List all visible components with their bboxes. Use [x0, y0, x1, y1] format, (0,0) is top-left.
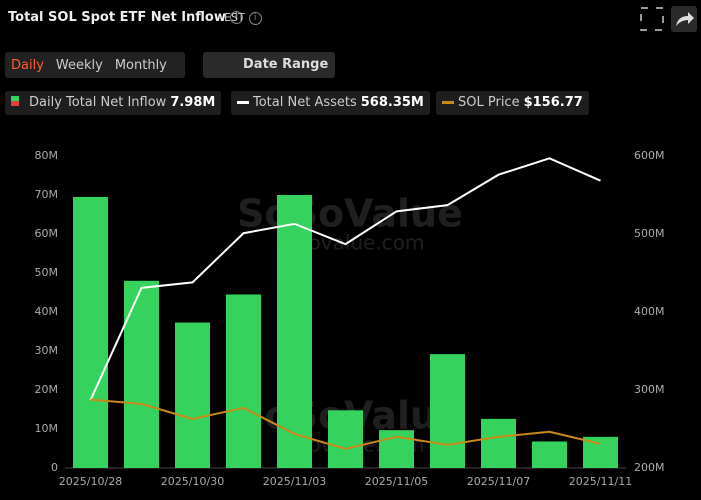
legend-item[interactable]: Daily Total Net Inflow 7.98M — [5, 91, 222, 115]
y2-tick-label: 300M — [634, 383, 665, 396]
y-tick-label: 40M — [35, 305, 59, 318]
x-tick-label: 2025/10/30 — [161, 475, 224, 488]
title: Total SOL Spot ETF Net Inflow i — [8, 10, 243, 25]
x-tick-label: 2025/11/07 — [467, 475, 530, 488]
bar — [532, 441, 567, 468]
y-tick-label: 50M — [35, 266, 59, 279]
bar — [124, 280, 159, 468]
bar — [481, 418, 516, 468]
tab[interactable]: Monthly — [114, 57, 167, 73]
y-tick-label: 70M — [35, 188, 59, 201]
y-tick-label: 30M — [35, 344, 59, 357]
timezone-text: EST — [224, 11, 245, 24]
legend-name: Total Net Assets — [253, 95, 357, 110]
x-tick-label: 2025/11/05 — [365, 475, 428, 488]
bar — [277, 195, 312, 468]
legend-swatch — [442, 101, 454, 104]
legend-value: $156.77 — [523, 95, 583, 110]
bar — [328, 410, 363, 468]
y2-tick-label: 200M — [634, 461, 665, 474]
x-tick-label: 2025/11/11 — [569, 475, 632, 488]
legend-name: Daily Total Net Inflow — [29, 95, 167, 110]
bar — [175, 322, 210, 468]
legend-name: SOL Price — [458, 95, 520, 110]
x-tick-label: 2025/11/03 — [263, 475, 326, 488]
title-text: Total SOL Spot ETF Net Inflow — [8, 10, 226, 25]
y2-tick-label: 400M — [634, 305, 665, 318]
bar — [430, 354, 465, 468]
line — [90, 398, 601, 450]
date-range-text: Date Range — [243, 57, 329, 72]
y-tick-label: 80M — [35, 149, 59, 162]
fullscreen-button[interactable] — [640, 7, 664, 31]
legend-item[interactable]: Total Net Assets 568.35M — [231, 91, 430, 115]
y-tick-label: 20M — [35, 383, 59, 396]
legend-value: 7.98M — [170, 95, 216, 110]
info-icon[interactable]: i — [248, 11, 262, 25]
share-icon — [676, 12, 694, 26]
y-tick-label: 0 — [51, 461, 58, 474]
x-tick-label: 2025/10/28 — [59, 475, 122, 488]
timezone[interactable]: EST i — [224, 11, 262, 25]
bar — [73, 196, 108, 468]
info-icon[interactable]: i — [229, 11, 243, 24]
period-tabs: Daily Weekly Monthly — [5, 52, 185, 78]
legend-value: 568.35M — [360, 95, 424, 110]
tab[interactable]: Daily — [11, 57, 44, 73]
y2-tick-label: 500M — [634, 227, 665, 240]
y-tick-label: 60M — [35, 227, 59, 240]
legend-item[interactable]: SOL Price $156.77 — [436, 91, 589, 115]
bar — [226, 294, 261, 468]
date-range-button[interactable]: Date Range — [203, 52, 335, 78]
tab[interactable]: Weekly — [55, 57, 103, 73]
y2-tick-label: 600M — [634, 149, 665, 162]
legend-swatch — [11, 96, 19, 106]
legend-swatch — [237, 101, 249, 104]
y-tick-label: 10M — [35, 422, 59, 435]
line — [89, 157, 601, 401]
